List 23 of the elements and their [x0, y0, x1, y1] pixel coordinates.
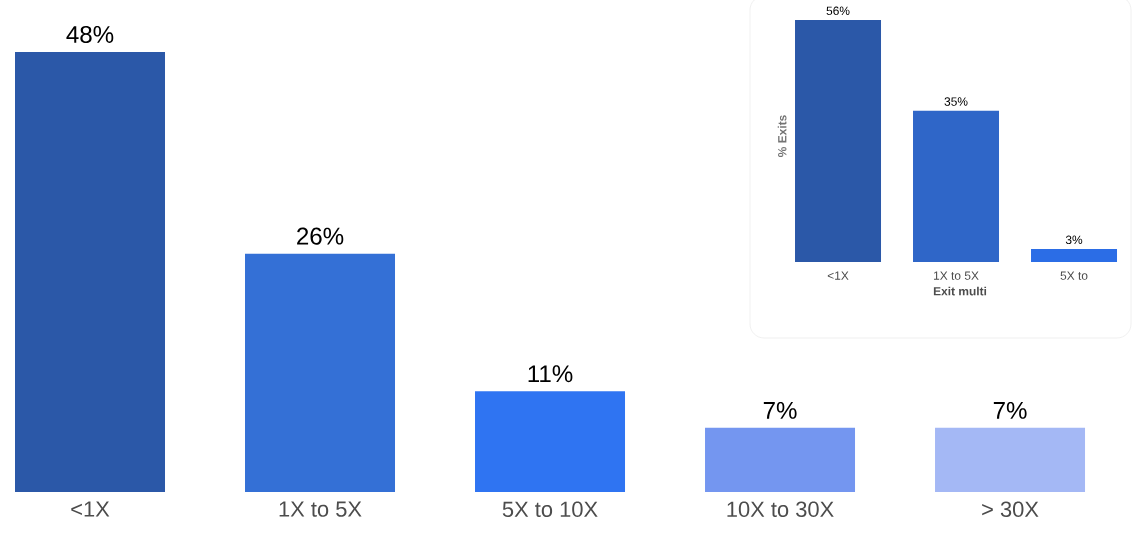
x-tick-label: 1X to 5X — [933, 271, 979, 280]
data-label: 56% — [826, 6, 850, 15]
x-tick-label: 5X to 10X — [502, 501, 598, 518]
data-label: 48% — [66, 25, 114, 43]
x-tick-label: > 30X — [982, 501, 1039, 518]
x-tick-label: <1X — [827, 271, 849, 280]
x-tick-label: 5X to — [1060, 271, 1088, 280]
x-tick-label: 1X to 5X — [279, 501, 362, 517]
bar — [15, 51, 165, 492]
bar — [705, 427, 856, 492]
bar — [935, 427, 1086, 492]
data-label: 7% — [763, 401, 797, 419]
data-label: 11% — [528, 365, 573, 383]
bar — [475, 391, 626, 492]
x-tick-label: <1X — [71, 501, 110, 517]
data-label: 35% — [944, 97, 968, 106]
x-tick-label: 10X to 30X — [727, 501, 834, 518]
x-axis-title: Exit multi — [933, 286, 987, 296]
y-axis-title: % Exits — [777, 115, 787, 157]
data-label: 3% — [1065, 235, 1083, 245]
bar — [245, 253, 396, 492]
data-label: 7% — [993, 401, 1027, 419]
data-label: 26% — [297, 227, 344, 245]
